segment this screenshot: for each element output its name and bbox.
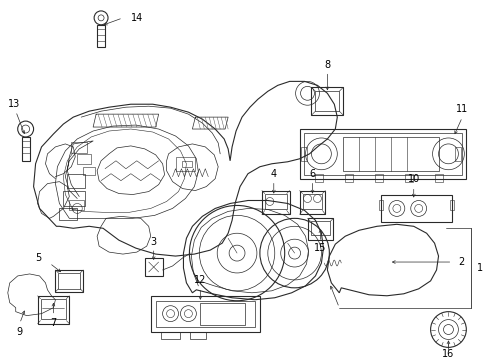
- Bar: [311, 87, 343, 115]
- Text: 2: 2: [457, 257, 464, 267]
- Bar: [190, 332, 206, 339]
- Bar: [262, 190, 289, 215]
- Bar: [77, 154, 91, 164]
- Bar: [449, 201, 453, 210]
- Bar: [41, 299, 66, 319]
- Bar: [315, 91, 339, 111]
- Bar: [150, 296, 259, 332]
- Text: 6: 6: [309, 169, 315, 179]
- Bar: [345, 174, 352, 182]
- Bar: [302, 194, 322, 210]
- Bar: [58, 273, 80, 289]
- Bar: [71, 142, 87, 153]
- Bar: [83, 167, 95, 175]
- Text: 12: 12: [194, 275, 206, 285]
- Text: 5: 5: [35, 253, 41, 263]
- Bar: [175, 157, 195, 171]
- Text: 16: 16: [442, 349, 454, 359]
- Bar: [200, 303, 244, 325]
- Bar: [299, 190, 325, 215]
- Text: 11: 11: [455, 104, 468, 114]
- Bar: [38, 296, 69, 324]
- Text: 7: 7: [50, 318, 57, 328]
- Bar: [303, 133, 462, 175]
- Bar: [310, 221, 330, 235]
- Bar: [380, 194, 451, 222]
- Bar: [404, 174, 412, 182]
- Bar: [55, 270, 83, 292]
- Text: 3: 3: [150, 237, 157, 247]
- Bar: [454, 147, 460, 161]
- Bar: [343, 137, 438, 171]
- Bar: [182, 161, 192, 167]
- Bar: [264, 194, 286, 210]
- Bar: [63, 190, 85, 206]
- Text: 4: 4: [270, 169, 276, 179]
- Bar: [160, 332, 180, 339]
- Bar: [144, 258, 163, 276]
- Bar: [300, 147, 306, 161]
- Bar: [299, 129, 466, 179]
- Text: 15: 15: [314, 243, 326, 253]
- Bar: [21, 137, 30, 161]
- Text: 13: 13: [8, 99, 20, 109]
- Bar: [155, 301, 254, 327]
- Bar: [315, 174, 323, 182]
- Bar: [67, 174, 85, 188]
- Bar: [378, 201, 382, 210]
- Bar: [307, 219, 333, 240]
- Bar: [97, 25, 105, 47]
- Text: 8: 8: [324, 59, 330, 69]
- Text: 14: 14: [131, 13, 143, 23]
- Bar: [69, 201, 84, 210]
- Text: 9: 9: [17, 327, 23, 337]
- Bar: [374, 174, 382, 182]
- Text: 1: 1: [476, 263, 482, 273]
- Bar: [434, 174, 442, 182]
- Text: 10: 10: [407, 174, 419, 184]
- Bar: [59, 208, 77, 220]
